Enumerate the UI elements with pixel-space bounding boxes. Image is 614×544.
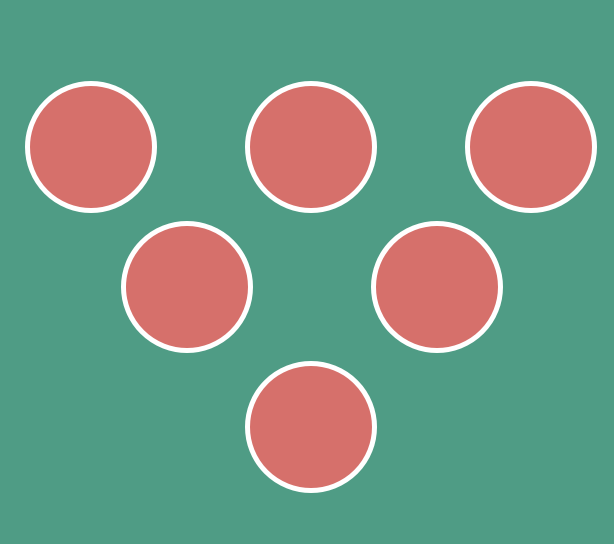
ball-row1-col3[interactable] <box>465 81 597 213</box>
ball-row2-col2[interactable] <box>371 221 503 353</box>
ball-row3-col1[interactable] <box>245 361 377 493</box>
ball-row1-col1[interactable] <box>25 81 157 213</box>
ball-row1-col2[interactable] <box>245 81 377 213</box>
ball-row2-col1[interactable] <box>121 221 253 353</box>
